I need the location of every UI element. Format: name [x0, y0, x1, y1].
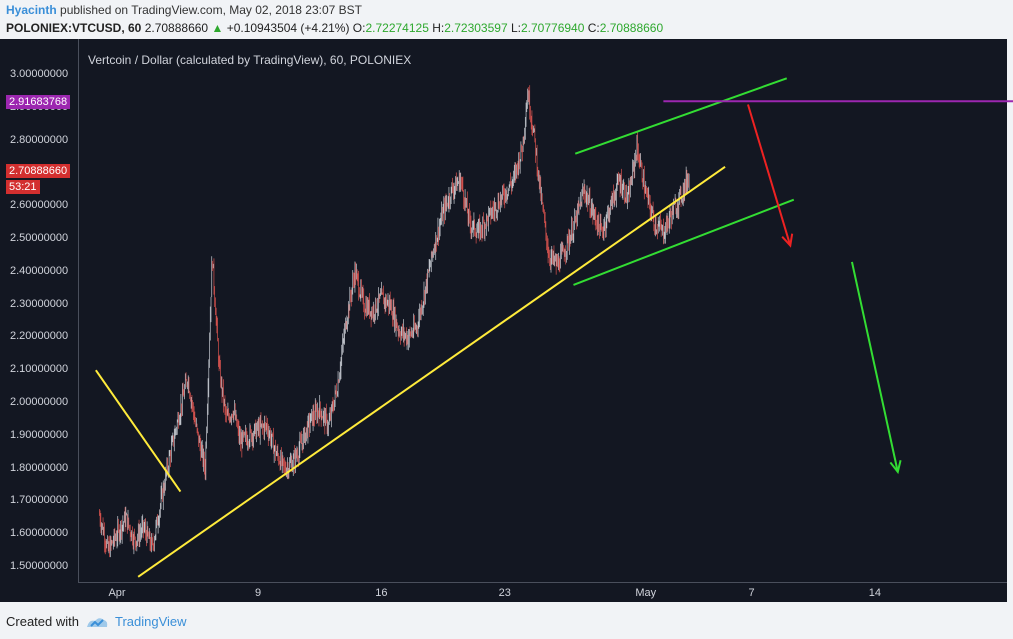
- y-tick-label: 2.50000000: [10, 232, 69, 244]
- horizontal-line-price-tag: 2.91683768: [6, 95, 71, 109]
- y-tick-label: 2.60000000: [10, 199, 69, 212]
- bar-countdown: 53:21: [6, 180, 40, 194]
- high-label: H:: [432, 21, 445, 35]
- y-tick-label: 1.80000000: [10, 461, 69, 474]
- y-tick-label: 2.40000000: [10, 264, 69, 277]
- low-label: L:: [510, 21, 521, 35]
- footer: Created with TradingView: [6, 614, 187, 629]
- x-axis-line: [78, 582, 1007, 583]
- x-tick-label: 9: [254, 587, 262, 599]
- tradingview-brand[interactable]: TradingView: [114, 614, 187, 629]
- y-tick-label: 2.00000000: [10, 396, 69, 408]
- close-value: 2.70888660: [599, 21, 664, 35]
- x-tick-label: 14: [868, 587, 881, 599]
- close-label: C:: [587, 21, 600, 35]
- y-tick-label: 2.20000000: [10, 330, 69, 343]
- chart-title: Vertcoin / Dollar (calculated by Trading…: [88, 53, 412, 67]
- x-tick-label: May: [635, 587, 657, 599]
- arrow-drawing: [747, 104, 792, 246]
- low-value: 2.70776940: [520, 21, 585, 35]
- price-change: +0.10943504 (+4.21%): [226, 21, 350, 35]
- y-tick-label: 2.30000000: [10, 297, 69, 310]
- trendline-drawing: [574, 77, 788, 155]
- high-value: 2.72303597: [444, 21, 508, 35]
- trendline-drawing: [137, 166, 726, 578]
- ohlc-bar: POLONIEX:VTCUSD, 60 2.70888660 ▲ +0.1094…: [6, 21, 663, 35]
- last-price: 2.70888660: [144, 21, 209, 35]
- trendline-drawing: [573, 198, 795, 286]
- y-tick-label: 1.70000000: [10, 494, 69, 507]
- symbol-label: POLONIEX:VTCUSD, 60: [6, 21, 142, 35]
- author-name[interactable]: Hyacinth: [6, 3, 57, 17]
- y-tick-label: 2.10000000: [10, 363, 69, 376]
- y-tick-label: 1.90000000: [10, 428, 69, 441]
- up-arrow-icon: ▲: [211, 21, 224, 35]
- trendline-drawing: [95, 369, 182, 493]
- candles: [99, 85, 690, 558]
- x-tick-label: 23: [498, 587, 511, 599]
- created-with-label: Created with: [6, 614, 79, 629]
- x-tick-label: 16: [375, 587, 388, 599]
- publish-info: Hyacinth published on TradingView.com, M…: [6, 3, 362, 17]
- y-tick-label: 1.50000000: [10, 560, 69, 572]
- y-tick-label: 2.80000000: [10, 133, 69, 146]
- x-tick-label: Apr: [108, 587, 126, 599]
- arrow-head: [889, 459, 902, 475]
- y-tick-label: 1.60000000: [10, 527, 69, 540]
- x-tick-label: 7: [748, 587, 755, 599]
- tradingview-logo-icon: [86, 617, 108, 627]
- last-price-tag: 2.70888660: [6, 164, 71, 178]
- open-value: 2.72274125: [365, 21, 429, 35]
- published-text: published on TradingView.com, May 02, 20…: [60, 3, 362, 17]
- y-axis-line: [78, 39, 79, 582]
- y-tick-label: 3.00000000: [10, 68, 69, 80]
- open-label: O:: [352, 21, 366, 35]
- arrow-drawing: [850, 261, 899, 473]
- arrow-head: [781, 233, 794, 248]
